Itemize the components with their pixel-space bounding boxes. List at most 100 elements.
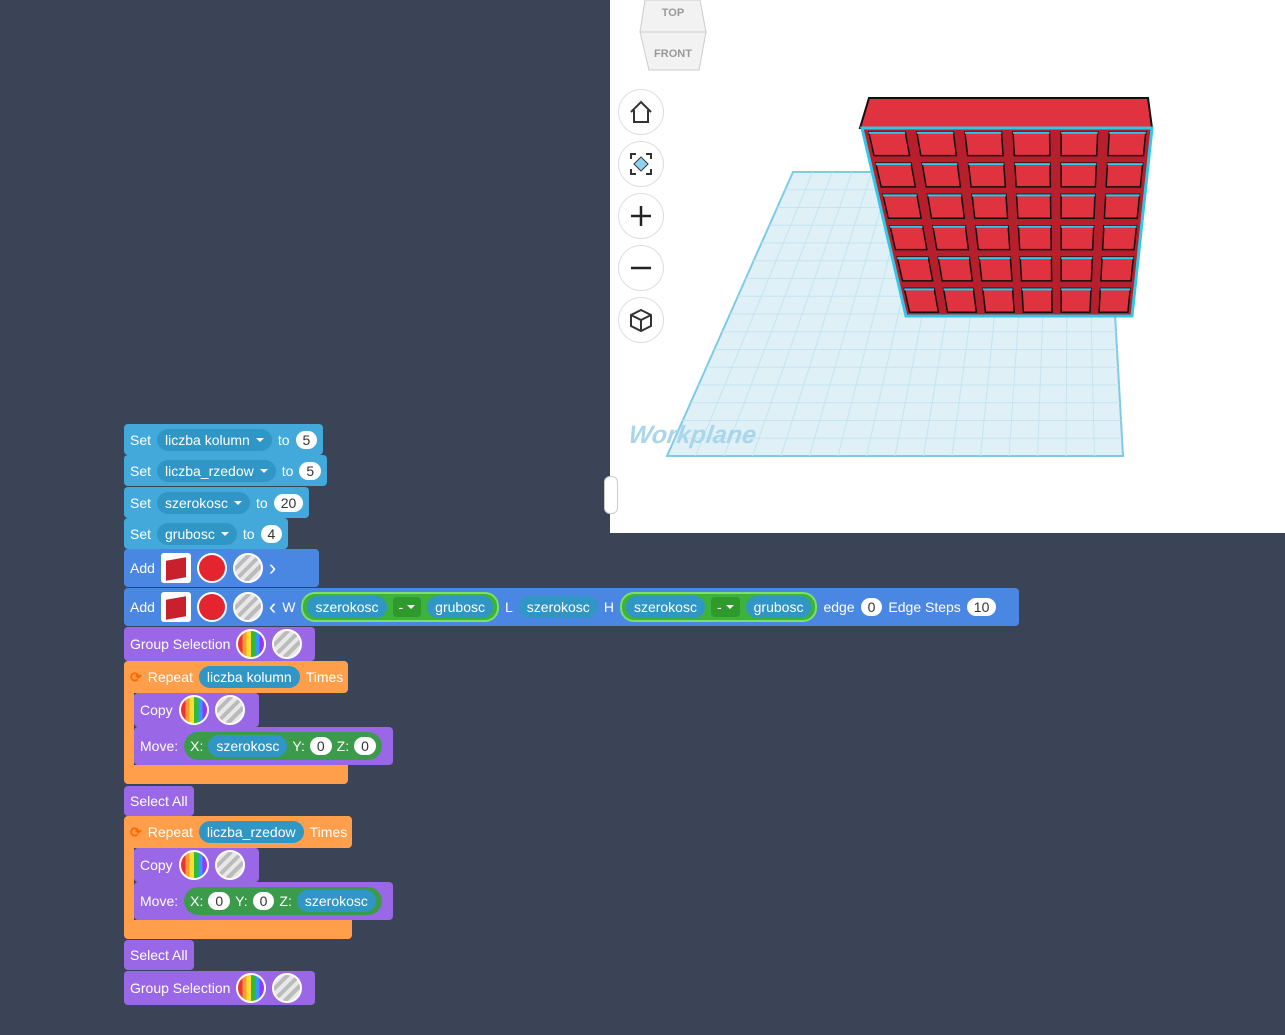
expand-arrow[interactable]: ›	[268, 555, 277, 580]
multicolor-toggle[interactable]	[236, 629, 267, 659]
variable[interactable]: szerokosc	[296, 890, 376, 912]
hole-toggle[interactable]	[272, 629, 303, 659]
multicolor-toggle[interactable]	[236, 973, 267, 1003]
window-cell	[1101, 225, 1138, 251]
label: Times	[305, 669, 344, 685]
zoom-out-button[interactable]	[619, 246, 663, 290]
label: Times	[309, 824, 348, 840]
label: edge	[823, 599, 855, 615]
label: Move:	[140, 893, 179, 909]
number-input[interactable]: 10	[966, 598, 997, 616]
operator[interactable]: -	[710, 597, 740, 617]
variable: liczba_rzedow	[165, 462, 254, 479]
home-button[interactable]	[619, 90, 663, 134]
math-block[interactable]: szerokosc - grubosc	[301, 592, 499, 622]
select-all-block[interactable]: Select All	[124, 786, 194, 816]
window-cell	[937, 256, 974, 282]
shape-icon[interactable]	[160, 553, 191, 583]
collapse-arrow[interactable]: ‹	[268, 594, 277, 619]
number-input[interactable]: 0	[208, 892, 231, 910]
copy-block[interactable]: Copy	[134, 693, 259, 727]
window-cell	[1060, 287, 1092, 313]
math-block[interactable]: szerokosc - grubosc	[619, 592, 818, 622]
variable[interactable]: grubosc	[427, 596, 493, 618]
window-cell	[964, 131, 1004, 157]
fit-button[interactable]	[619, 142, 663, 186]
select-all-block[interactable]: Select All	[124, 940, 194, 970]
vector: X: 0 Y: 0 Z: szerokosc	[184, 887, 382, 915]
label: Move:	[140, 738, 179, 754]
hole-toggle[interactable]	[214, 850, 245, 880]
window-cell	[978, 256, 1013, 282]
label: Copy	[140, 702, 173, 718]
label: Repeat	[147, 669, 193, 685]
set-block[interactable]: Set liczba_rzedow to 5	[124, 455, 328, 486]
label: Edge Steps	[888, 599, 961, 615]
window-cell	[931, 225, 970, 251]
label: Set	[130, 462, 152, 479]
set-block[interactable]: Set liczba kolumn to 5	[124, 424, 324, 455]
loop-icon: ⟳	[130, 668, 142, 685]
number-input[interactable]: 4	[260, 524, 283, 543]
multicolor-toggle[interactable]	[178, 850, 209, 880]
variable-dropdown[interactable]: liczba_rzedow	[157, 459, 276, 482]
variable[interactable]: szerokosc	[625, 596, 705, 618]
number-input[interactable]: 0	[309, 737, 332, 755]
operator[interactable]: -	[392, 597, 422, 617]
variable-dropdown[interactable]: szerokosc	[157, 491, 251, 514]
window-cell	[881, 193, 923, 219]
label: Add	[130, 560, 155, 576]
label: W	[282, 599, 296, 615]
hole-toggle[interactable]	[232, 553, 263, 583]
variable[interactable]: liczba kolumn	[198, 666, 300, 688]
label: Group Selection	[130, 980, 231, 996]
variable[interactable]: grubosc	[745, 596, 812, 618]
repeat-block[interactable]: ⟳ Repeat liczba_rzedow Times	[124, 816, 352, 848]
window-cell	[1060, 256, 1094, 282]
number-input[interactable]: 0	[860, 598, 883, 616]
color-picker[interactable]	[196, 553, 227, 583]
label: X:	[190, 738, 204, 754]
loop-icon: ⟳	[130, 823, 142, 840]
number-input[interactable]: 20	[273, 493, 304, 512]
shape-icon[interactable]	[160, 592, 191, 622]
set-block[interactable]: Set szerokosc to 20	[124, 487, 310, 518]
window-cell	[1060, 131, 1099, 157]
number-input[interactable]: 5	[295, 430, 318, 449]
move-block[interactable]: Move: X: szerokosc Y: 0 Z: 0	[134, 727, 393, 765]
zoom-in-button[interactable]	[619, 194, 663, 238]
set-block[interactable]: Set grubosc to 4	[124, 518, 289, 549]
group-block[interactable]: Group Selection	[124, 627, 315, 661]
hole-toggle[interactable]	[214, 695, 245, 725]
label: Z:	[336, 738, 350, 754]
3d-viewport[interactable]: TOP FRONT Workplane	[610, 0, 1285, 533]
perspective-button[interactable]	[619, 298, 663, 342]
variable-dropdown[interactable]: grubosc	[157, 522, 237, 545]
shape-top[interactable]	[858, 97, 1154, 129]
window-cell	[1019, 256, 1053, 282]
multicolor-toggle[interactable]	[178, 695, 209, 725]
variable[interactable]: szerokosc	[307, 596, 387, 618]
variable[interactable]: szerokosc	[208, 735, 288, 757]
number-input[interactable]: 5	[299, 461, 322, 480]
repeat-block[interactable]: ⟳ Repeat liczba kolumn Times	[124, 661, 348, 693]
variable[interactable]: liczba_rzedow	[198, 821, 304, 843]
label: Set	[130, 525, 152, 542]
variable[interactable]: szerokosc	[518, 596, 598, 618]
add-block[interactable]: Add ›	[124, 549, 319, 587]
label: Set	[130, 494, 152, 511]
variable-dropdown[interactable]: liczba kolumn	[157, 428, 272, 451]
resize-handle[interactable]	[604, 476, 618, 514]
window-cell	[1017, 225, 1052, 251]
group-block[interactable]: Group Selection	[124, 971, 315, 1005]
window-cell	[889, 225, 928, 251]
move-block[interactable]: Move: X: 0 Y: 0 Z: szerokosc	[134, 882, 393, 920]
copy-block[interactable]: Copy	[134, 848, 259, 882]
color-picker[interactable]	[196, 592, 227, 622]
window-cell	[1015, 193, 1052, 219]
hole-toggle[interactable]	[232, 592, 263, 622]
number-input[interactable]: 0	[354, 737, 376, 755]
number-input[interactable]: 0	[252, 892, 275, 910]
hole-toggle[interactable]	[272, 973, 303, 1003]
